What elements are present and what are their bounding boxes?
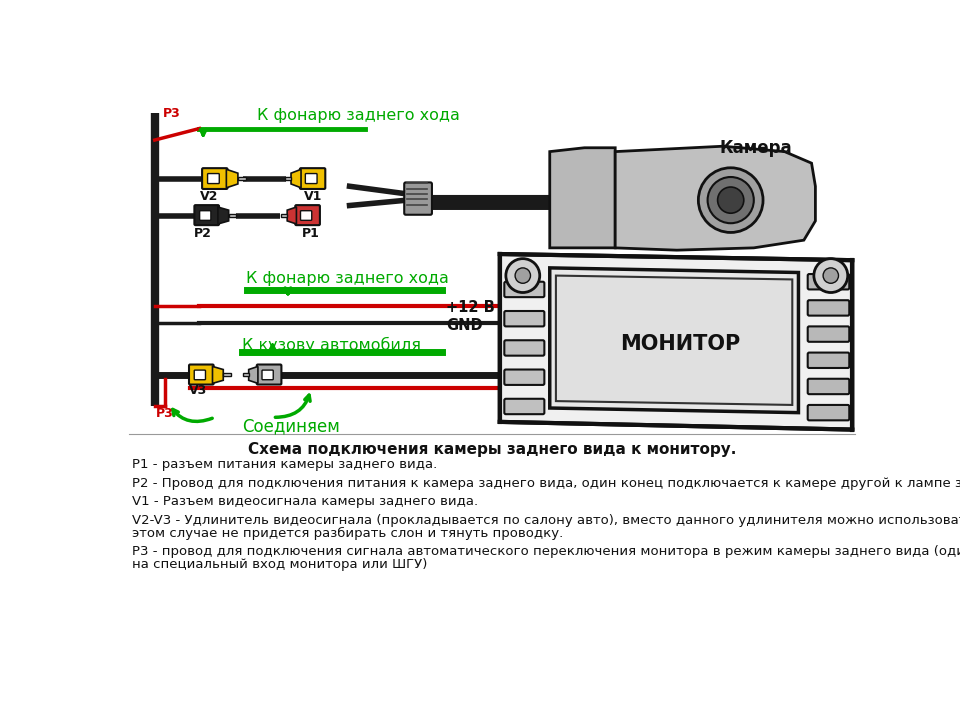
FancyBboxPatch shape bbox=[296, 205, 320, 225]
Circle shape bbox=[698, 168, 763, 233]
Polygon shape bbox=[500, 254, 852, 429]
FancyBboxPatch shape bbox=[807, 327, 850, 342]
Text: этом случае не придется разбирать слон и тянуть проводку.: этом случае не придется разбирать слон и… bbox=[132, 526, 563, 540]
Bar bbox=[285, 177, 291, 180]
Circle shape bbox=[718, 187, 744, 213]
Bar bbox=[224, 373, 231, 376]
FancyBboxPatch shape bbox=[807, 300, 850, 316]
Polygon shape bbox=[227, 169, 238, 188]
Text: V1: V1 bbox=[304, 190, 323, 203]
Text: К фонарю заднего хода: К фонарю заднего хода bbox=[257, 108, 460, 123]
Circle shape bbox=[814, 258, 848, 292]
Circle shape bbox=[708, 177, 754, 223]
Bar bbox=[243, 373, 249, 376]
FancyBboxPatch shape bbox=[504, 340, 544, 355]
Text: на специальный вход монитора или ШГУ): на специальный вход монитора или ШГУ) bbox=[132, 558, 427, 572]
FancyBboxPatch shape bbox=[256, 365, 281, 385]
Text: V2: V2 bbox=[201, 190, 219, 203]
FancyBboxPatch shape bbox=[404, 182, 432, 215]
FancyBboxPatch shape bbox=[203, 168, 228, 189]
Polygon shape bbox=[615, 146, 815, 250]
Text: GND: GND bbox=[445, 318, 483, 333]
Text: P3: P3 bbox=[162, 107, 180, 120]
FancyBboxPatch shape bbox=[504, 398, 544, 414]
Text: P1 - разъем питания камеры заднего вида.: P1 - разъем питания камеры заднего вида. bbox=[132, 458, 437, 471]
FancyBboxPatch shape bbox=[194, 205, 219, 225]
Text: Схема подключения камеры заднего вида к монитору.: Схема подключения камеры заднего вида к … bbox=[248, 442, 736, 457]
FancyBboxPatch shape bbox=[807, 405, 850, 420]
FancyBboxPatch shape bbox=[504, 311, 544, 327]
Text: V2-V3 - Удлинитель видеосигнала (прокладывается по салону авто), вместо данного : V2-V3 - Удлинитель видеосигнала (проклад… bbox=[132, 513, 960, 526]
Text: Соединяем: Соединяем bbox=[242, 417, 340, 435]
Text: P2 - Провод для подключения питания к камера заднего вида, один конец подключает: P2 - Провод для подключения питания к ка… bbox=[132, 477, 960, 490]
FancyBboxPatch shape bbox=[504, 370, 544, 385]
Text: Камера: Камера bbox=[720, 139, 792, 157]
Polygon shape bbox=[218, 207, 228, 224]
Text: P3: P3 bbox=[156, 407, 174, 420]
FancyBboxPatch shape bbox=[807, 274, 850, 289]
Polygon shape bbox=[212, 366, 224, 383]
Text: P1: P1 bbox=[302, 227, 320, 240]
Text: МОНИТОР: МОНИТОР bbox=[620, 334, 740, 354]
Polygon shape bbox=[556, 276, 792, 405]
Text: К фонарю заднего хода: К фонарю заднего хода bbox=[246, 271, 448, 286]
FancyBboxPatch shape bbox=[300, 210, 312, 220]
FancyBboxPatch shape bbox=[194, 370, 205, 380]
Circle shape bbox=[516, 268, 531, 284]
Bar bbox=[238, 177, 247, 180]
FancyBboxPatch shape bbox=[262, 370, 274, 380]
Text: Р3 - провод для подключения сигнала автоматического переключения монитора в режи: Р3 - провод для подключения сигнала авто… bbox=[132, 545, 960, 558]
FancyBboxPatch shape bbox=[189, 365, 214, 385]
Polygon shape bbox=[550, 148, 615, 248]
FancyBboxPatch shape bbox=[807, 353, 850, 368]
Polygon shape bbox=[291, 169, 301, 188]
Text: P2: P2 bbox=[194, 227, 212, 240]
Circle shape bbox=[823, 268, 838, 284]
Text: +12 В: +12 В bbox=[445, 300, 494, 315]
Text: V3: V3 bbox=[189, 384, 207, 397]
Polygon shape bbox=[287, 207, 297, 224]
FancyBboxPatch shape bbox=[200, 210, 211, 220]
FancyBboxPatch shape bbox=[504, 281, 544, 297]
FancyBboxPatch shape bbox=[807, 379, 850, 394]
Bar bbox=[281, 214, 287, 217]
FancyBboxPatch shape bbox=[300, 168, 325, 189]
Polygon shape bbox=[249, 366, 258, 383]
Text: V1 - Разъем видеосигнала камеры заднего вида.: V1 - Разъем видеосигнала камеры заднего … bbox=[132, 495, 478, 508]
Circle shape bbox=[506, 258, 540, 292]
Polygon shape bbox=[550, 268, 799, 413]
FancyBboxPatch shape bbox=[207, 174, 219, 184]
Text: К кузову автомобиля: К кузову автомобиля bbox=[242, 337, 420, 353]
Bar bbox=[228, 214, 236, 217]
FancyBboxPatch shape bbox=[305, 174, 317, 184]
